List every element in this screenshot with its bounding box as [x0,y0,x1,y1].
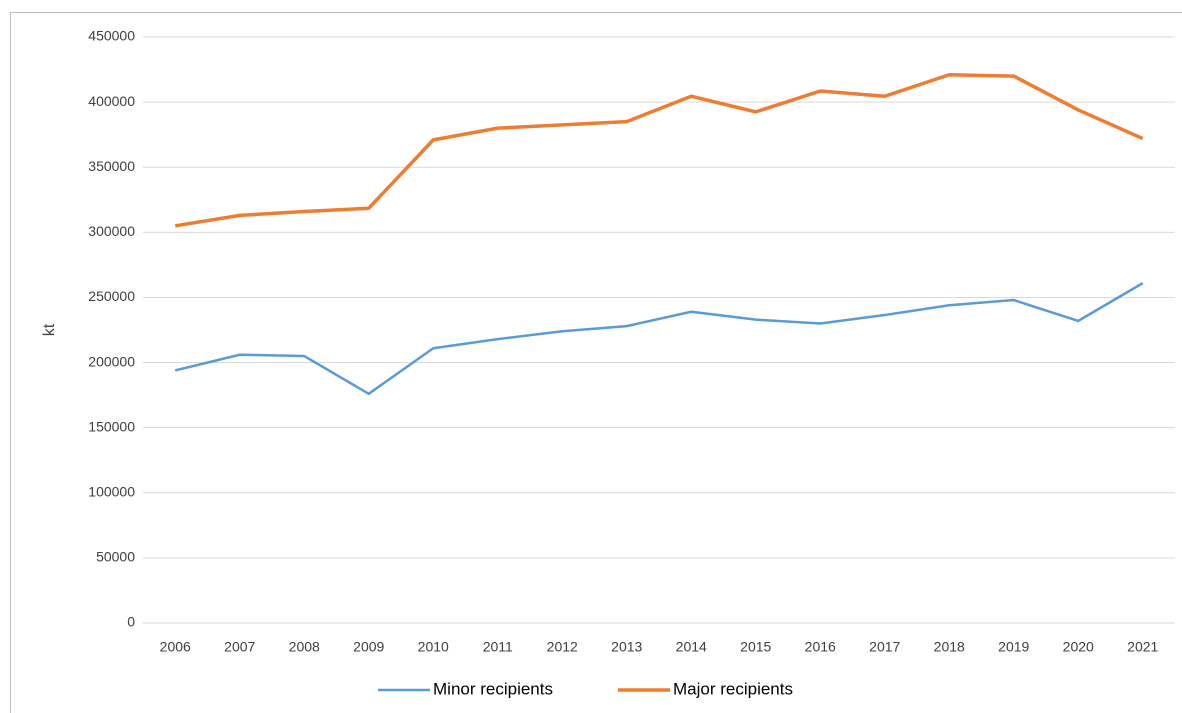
x-tick-label: 2007 [224,639,255,655]
x-tick-label: 2014 [676,639,707,655]
x-tick-label: 2011 [483,639,513,655]
chart-frame [10,12,1182,713]
x-tick-label: 2006 [160,639,191,655]
y-tick-label: 250000 [88,288,135,304]
y-axis-label: kt [41,323,58,336]
legend-label: Major recipients [673,679,793,698]
y-tick-label: 300000 [88,223,135,239]
x-tick-label: 2020 [1063,639,1094,655]
x-tick-label: 2009 [353,639,384,655]
data-line [174,73,1144,228]
x-tick-label: 2018 [934,639,965,655]
x-tick-label: 2013 [611,639,642,655]
x-tick-label: 2012 [547,639,578,655]
x-tick-label: 2019 [998,639,1029,655]
x-tick-label: 2010 [418,639,449,655]
y-tick-label: 100000 [88,483,135,499]
y-tick-label: 350000 [88,158,135,174]
y-tick-label: 200000 [88,353,135,369]
legend-label: Minor recipients [433,679,553,698]
x-tick-label: 2016 [805,639,836,655]
y-tick-label: 150000 [88,418,135,434]
x-tick-label: 2008 [289,639,320,655]
x-tick-label: 2021 [1127,639,1158,655]
y-tick-label: 450000 [88,28,135,44]
x-tick-label: 2017 [869,639,900,655]
data-line [174,282,1144,396]
y-tick-label: 0 [127,614,135,630]
y-tick-label: 50000 [96,549,135,565]
y-tick-label: 400000 [88,93,135,109]
x-tick-label: 2015 [740,639,771,655]
